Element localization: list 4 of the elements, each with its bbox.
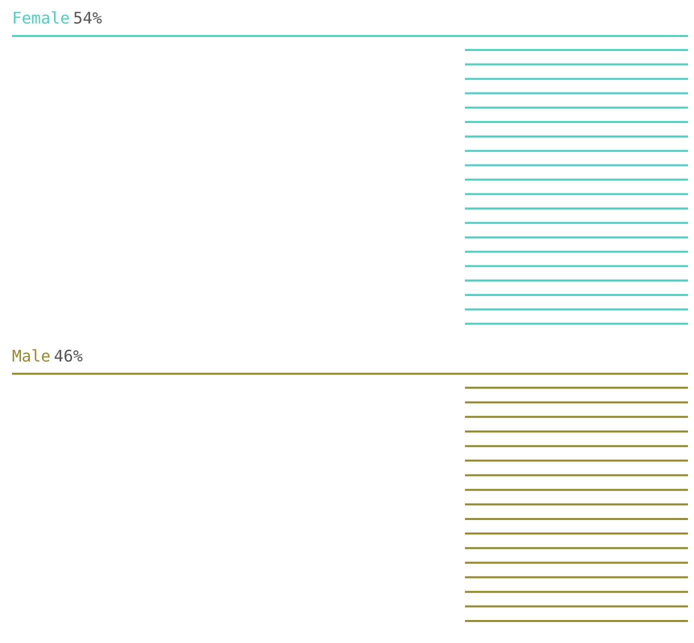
category-label: Male	[12, 346, 51, 366]
data-label: 46%	[54, 346, 84, 366]
data-label: 54%	[73, 8, 102, 28]
category-label: Female	[12, 8, 70, 28]
